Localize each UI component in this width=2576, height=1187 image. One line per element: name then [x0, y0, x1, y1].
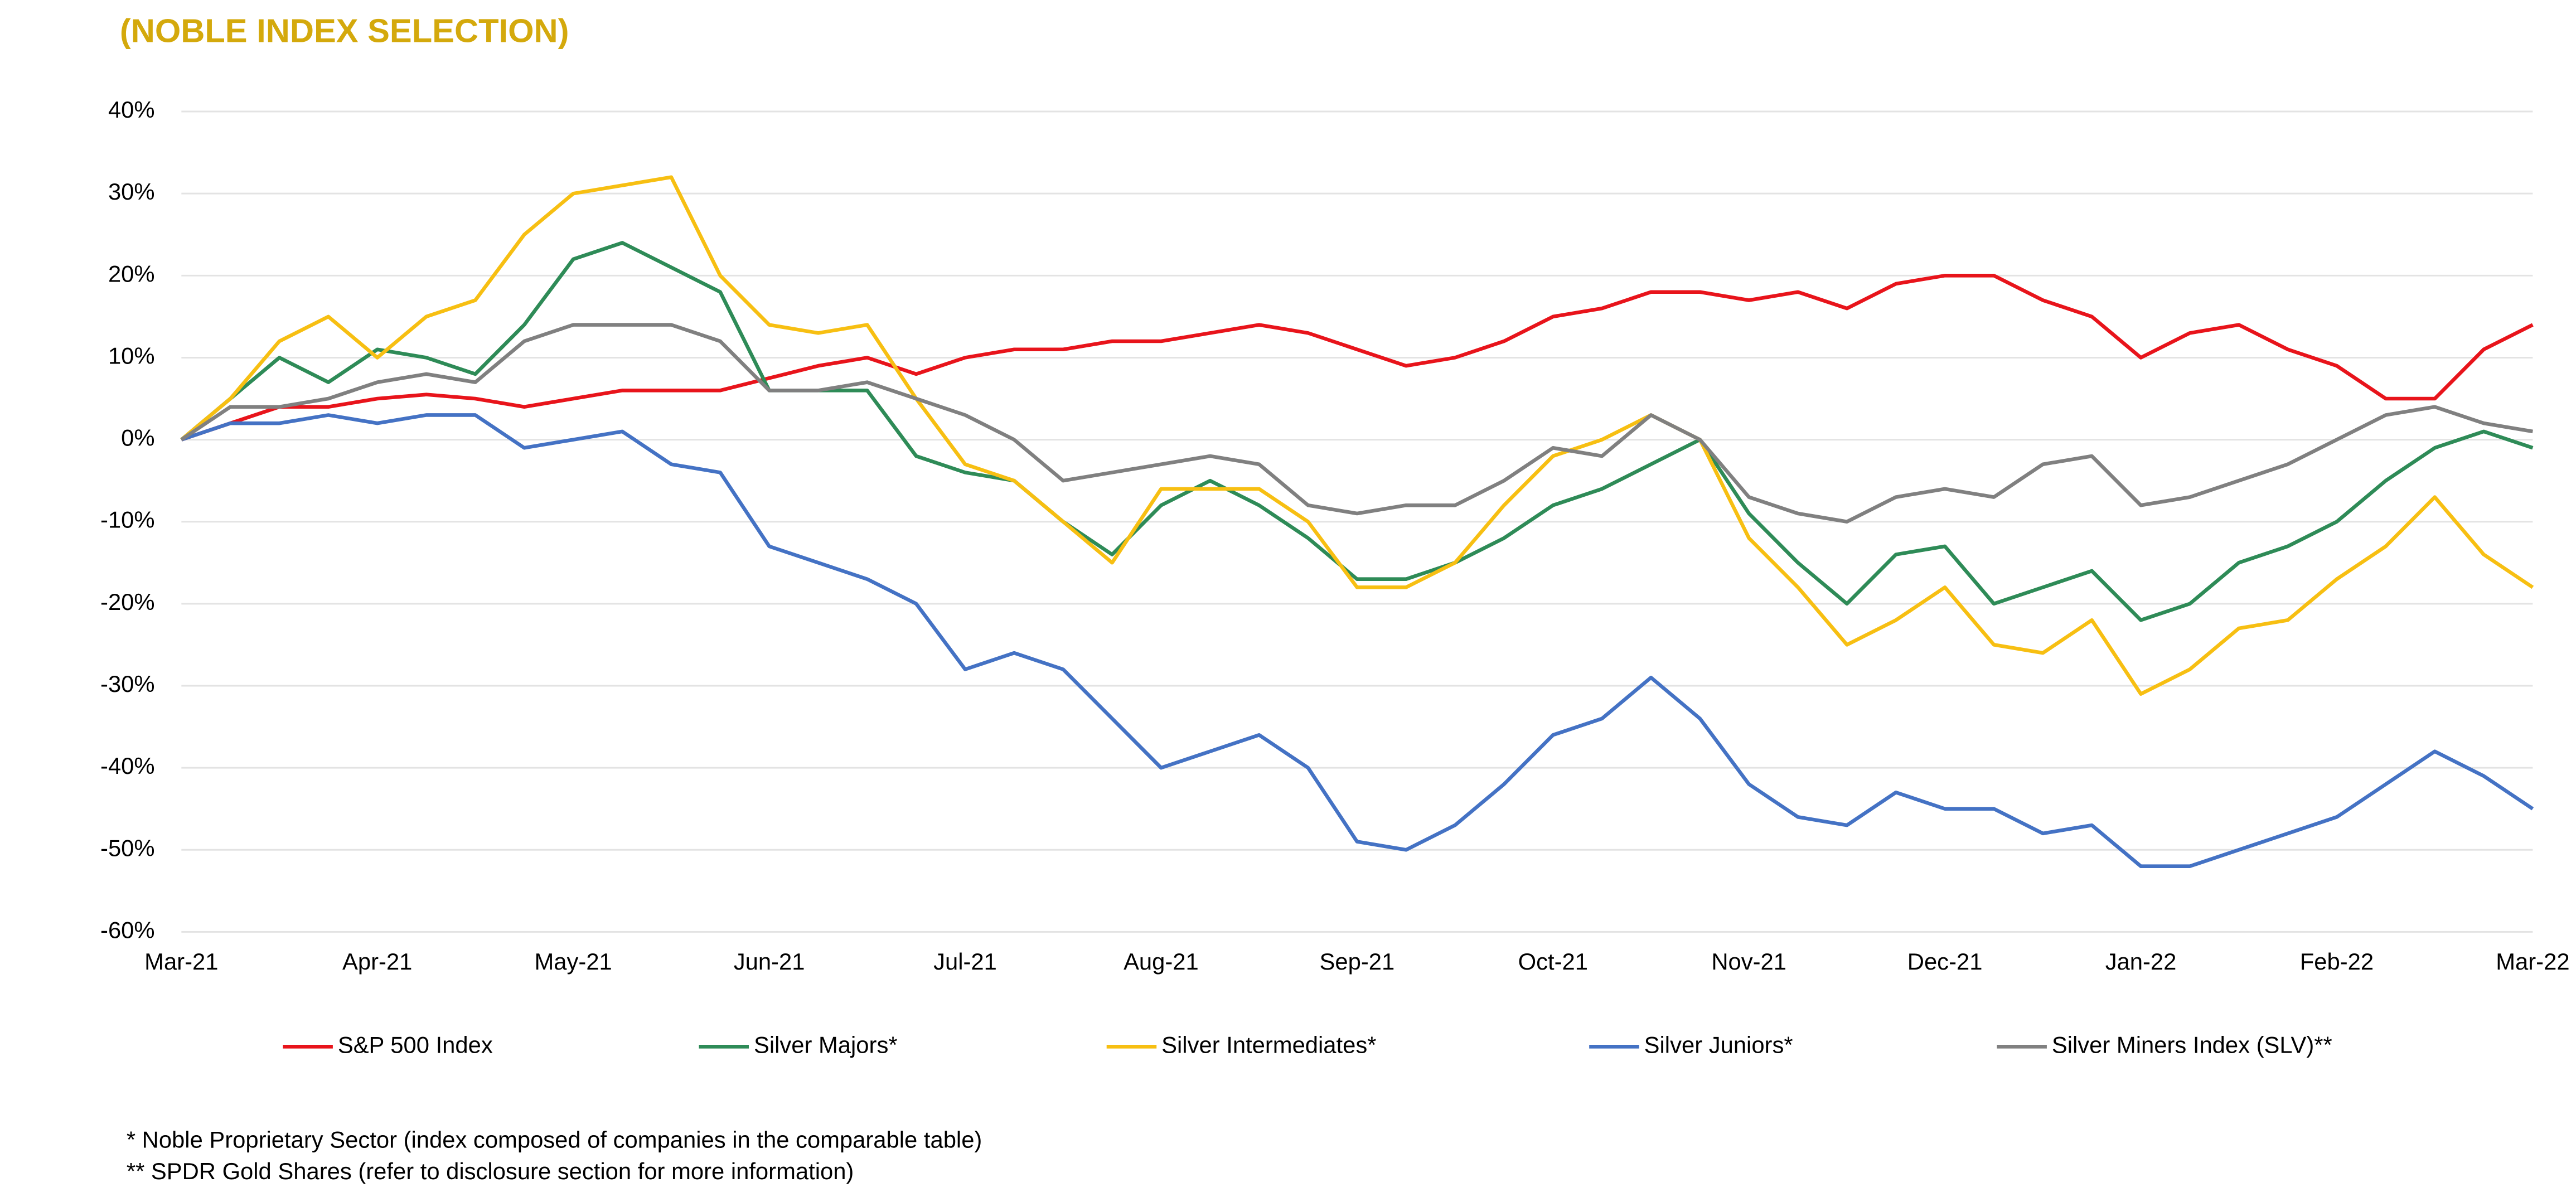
legend-label: Silver Majors* [754, 1031, 898, 1058]
series-line [180, 323, 2533, 524]
legend-label: S&P 500 Index [338, 1031, 493, 1058]
y-tick-label: 0% [121, 425, 154, 451]
x-tick-label: Dec-21 [1907, 948, 1983, 975]
x-tick-label: Feb-22 [2300, 948, 2374, 975]
y-tick-label: -20% [100, 589, 155, 615]
legend-label: Silver Intermediates* [1161, 1031, 1376, 1058]
y-tick-label: -30% [100, 671, 155, 697]
y-tick-label: -40% [100, 753, 155, 779]
y-tick-label: 40% [108, 96, 155, 123]
y-tick-label: 20% [108, 260, 155, 287]
series-line [181, 274, 2534, 442]
x-tick-label: Aug-21 [1124, 948, 1199, 975]
footnote: * Noble Proprietary Sector (index compos… [127, 1126, 982, 1152]
x-tick-label: Jul-21 [933, 948, 997, 975]
x-tick-label: Mar-22 [2496, 948, 2569, 975]
legend-label: Silver Juniors* [1644, 1031, 1793, 1058]
chart-title: (NOBLE INDEX SELECTION) [120, 12, 569, 50]
x-tick-label: Jun-21 [734, 948, 805, 975]
y-tick-label: -10% [100, 507, 155, 533]
y-tick-label: -60% [100, 917, 155, 943]
series-line [181, 413, 2534, 868]
x-tick-label: Sep-21 [1320, 948, 1395, 975]
x-tick-label: May-21 [535, 948, 612, 975]
y-tick-label: 10% [108, 342, 155, 369]
footnote: ** SPDR Gold Shares (refer to disclosure… [127, 1158, 854, 1184]
x-tick-label: Jan-22 [2105, 948, 2177, 975]
x-tick-label: Apr-21 [342, 948, 412, 975]
legend-label: Silver Miners Index (SLV)** [2052, 1031, 2332, 1058]
series-line [180, 241, 2534, 622]
y-tick-label: 30% [108, 178, 155, 205]
y-tick-label: -50% [100, 835, 155, 861]
x-tick-label: Nov-21 [1711, 948, 1786, 975]
x-tick-label: Mar-21 [144, 948, 218, 975]
series-line [180, 175, 2534, 696]
x-tick-label: Oct-21 [1518, 948, 1588, 975]
